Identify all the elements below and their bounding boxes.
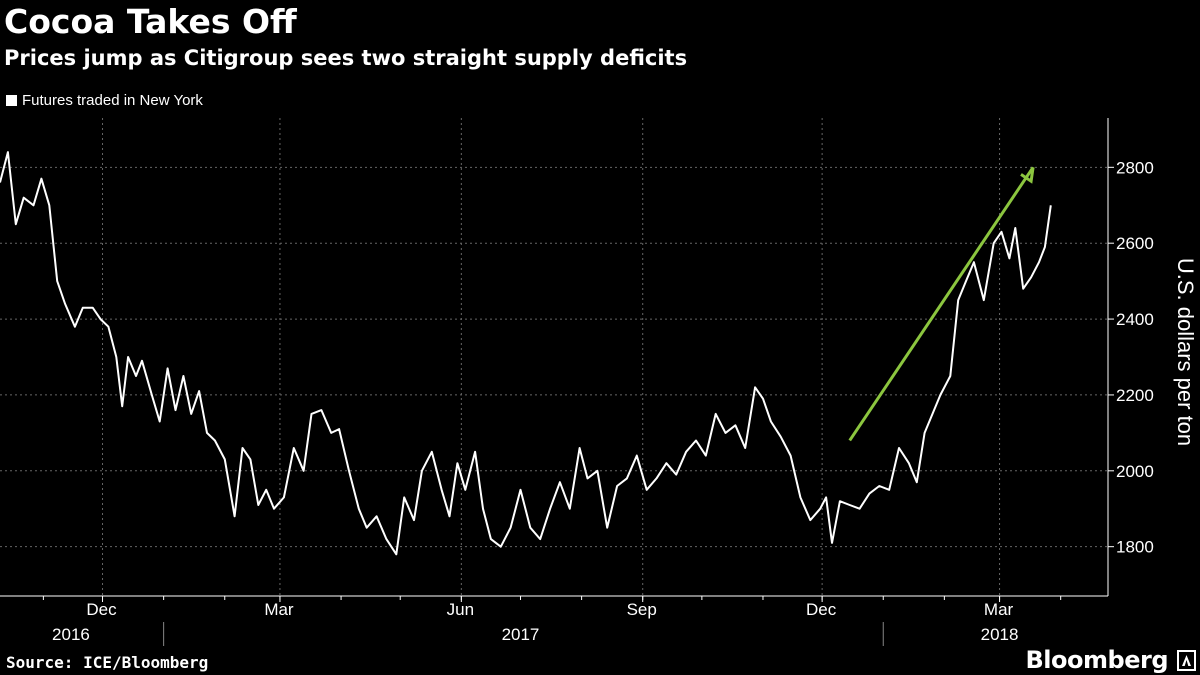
y-tick-label: 2400 [1116,310,1154,329]
legend-label: Futures traded in New York [22,92,203,109]
chart-subtitle: Prices jump as Citigroup sees two straig… [4,46,688,70]
y-tick-label: 2200 [1116,386,1154,405]
price-line [0,151,1052,556]
trend-arrow-head [1020,167,1035,184]
y-tick-label: 1800 [1116,538,1154,557]
year-label: 2017 [502,625,540,644]
terminal-icon [1177,650,1196,671]
y-axis-title: U.S. dollars per ton [1173,258,1198,446]
x-tick-label: Dec [86,600,117,619]
x-tick-label: Mar [984,600,1014,619]
chart-title: Cocoa Takes Off [4,2,297,41]
legend-swatch [6,95,17,106]
year-label: 2016 [52,625,90,644]
trend-arrow-shaft [848,166,1035,442]
source-note: Source: ICE/Bloomberg [6,653,209,672]
y-tick-label: 2800 [1116,158,1154,177]
x-tick-label: Dec [806,600,837,619]
x-tick-label: Sep [627,600,657,619]
brand-logo: Bloomberg [1025,646,1169,674]
year-label: 2018 [981,625,1019,644]
x-tick-label: Mar [264,600,294,619]
x-tick-label: Jun [447,600,474,619]
y-tick-label: 2600 [1116,234,1154,253]
legend: Futures traded in New York [6,92,203,109]
y-tick-label: 2000 [1116,462,1154,481]
